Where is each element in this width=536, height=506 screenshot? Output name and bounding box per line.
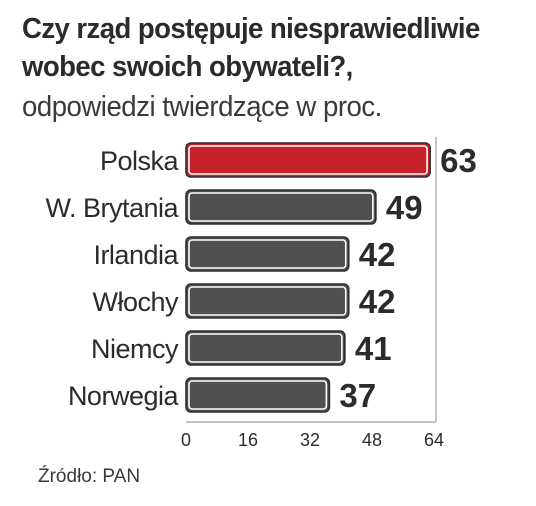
- bar-inner-rim: [188, 333, 343, 363]
- value-label: 41: [355, 330, 392, 367]
- category-label: Irlandia: [93, 240, 179, 270]
- source-note: Źródło: PAN: [38, 466, 141, 487]
- category-label: Włochy: [92, 287, 179, 317]
- value-label: 42: [359, 283, 396, 320]
- bar-inner-rim: [188, 239, 347, 269]
- bar-inner-rim: [188, 145, 428, 175]
- bar: [185, 236, 350, 272]
- bar: [185, 189, 377, 225]
- x-tick-label: 16: [238, 430, 258, 450]
- bar: [185, 377, 331, 413]
- x-tick-label: 32: [300, 430, 320, 450]
- value-label: 49: [386, 189, 423, 226]
- chart-title: Czy rząd postępuje niesprawiedliwie wobe…: [22, 10, 497, 86]
- value-label: 63: [440, 142, 477, 179]
- bar-inner-rim: [188, 192, 374, 222]
- value-label: 37: [339, 377, 376, 414]
- category-label: Niemcy: [91, 334, 179, 364]
- category-label: W. Brytania: [45, 193, 179, 223]
- bar: [185, 283, 350, 319]
- x-tick-label: 48: [362, 430, 382, 450]
- x-tick-label: 64: [424, 430, 444, 450]
- x-tick-label: 0: [181, 430, 191, 450]
- category-label: Polska: [100, 146, 180, 176]
- title-line-1: Czy rząd postępuje niesprawiedliwie: [22, 13, 480, 45]
- title-line-2: wobec swoich obywateli?,: [22, 51, 353, 83]
- bar-inner-rim: [188, 380, 328, 410]
- bar: [185, 142, 431, 178]
- chart-subtitle: odpowiedzi twierdzące w proc.: [22, 91, 382, 123]
- category-label: Norwegia: [68, 381, 180, 411]
- bar: [185, 330, 346, 366]
- bar-inner-rim: [188, 286, 347, 316]
- value-label: 42: [359, 236, 396, 273]
